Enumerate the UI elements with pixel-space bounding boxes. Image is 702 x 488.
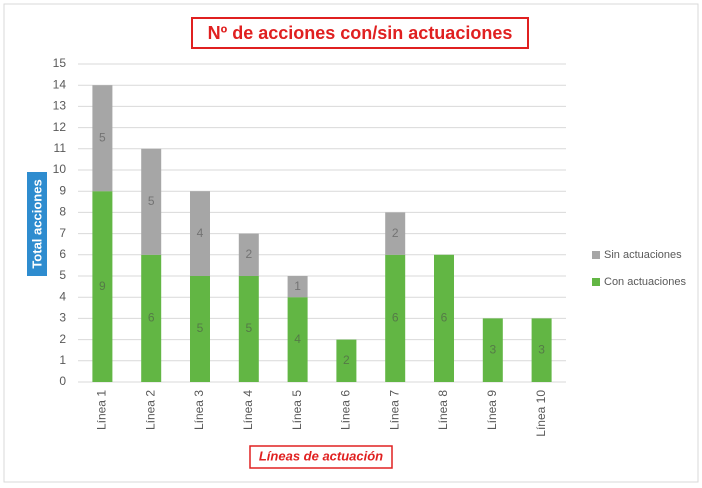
- y-tick-label: 6: [59, 247, 66, 261]
- data-label: 2: [245, 247, 252, 261]
- legend-label: Sin actuaciones: [604, 249, 682, 261]
- y-tick-label: 0: [59, 374, 66, 388]
- bar-segment: [385, 254, 406, 382]
- bar-segment: [238, 276, 259, 382]
- y-label-group: Total acciones: [27, 172, 47, 276]
- data-label: 1: [294, 279, 301, 293]
- y-axis-label: Total acciones: [29, 179, 44, 268]
- y-tick-label: 9: [59, 183, 66, 197]
- data-label: 2: [392, 226, 399, 240]
- legend-swatch: [592, 278, 600, 286]
- chart-frame: [3, 3, 699, 483]
- y-tick-label: 5: [59, 268, 66, 282]
- data-label: 5: [148, 194, 155, 208]
- y-tick-label: 7: [59, 226, 66, 240]
- bar-segment: [190, 276, 210, 382]
- bar-segment: [336, 339, 357, 382]
- data-label: 4: [294, 332, 301, 346]
- x-tick-label: Línea 1: [95, 390, 109, 430]
- bar-segment: [141, 148, 162, 255]
- x-axis-label: Líneas de actuación: [259, 448, 383, 463]
- bar-segment: [92, 85, 113, 192]
- data-label: 5: [197, 321, 204, 335]
- bar-segment: [238, 233, 259, 276]
- bar-segment: [92, 191, 113, 382]
- bar-segment: [385, 212, 406, 255]
- x-tick-label: Línea 5: [290, 390, 304, 430]
- y-tick-label: 3: [59, 311, 66, 325]
- x-label-box: [249, 445, 393, 469]
- bar-segment: [287, 297, 308, 382]
- data-label: 6: [441, 311, 448, 325]
- y-tick-label: 13: [53, 99, 67, 113]
- y-tick-label: 4: [59, 289, 66, 303]
- x-tick-label: Línea 8: [436, 390, 450, 430]
- bar-segment: [531, 318, 552, 382]
- y-tick-label: 15: [53, 56, 67, 70]
- legend-swatch: [592, 251, 600, 259]
- y-tick-label: 12: [53, 120, 67, 134]
- data-label: 9: [99, 279, 106, 293]
- y-tick-label: 2: [59, 332, 66, 346]
- y-tick-label: 14: [53, 77, 67, 91]
- bar-segment: [141, 254, 162, 382]
- data-label: 3: [538, 342, 545, 356]
- title-box: [191, 17, 529, 49]
- x-tick-label: Línea 9: [485, 390, 499, 430]
- x-tick-label: Línea 6: [339, 390, 353, 430]
- x-tick-label: Línea 10: [534, 390, 548, 437]
- data-label: 6: [148, 311, 155, 325]
- x-tick-label: Línea 7: [387, 390, 401, 430]
- x-tick-label: Línea 2: [143, 390, 157, 430]
- bar-segment: [482, 318, 503, 382]
- data-label: 6: [392, 311, 399, 325]
- y-tick-label: 10: [53, 162, 67, 176]
- y-tick-label: 11: [54, 141, 67, 155]
- legend-label: Con actuaciones: [604, 276, 686, 288]
- y-tick-label: 1: [59, 353, 66, 367]
- data-label: 3: [489, 342, 496, 356]
- y-label-box: [27, 172, 47, 276]
- bar-segment: [434, 254, 454, 382]
- x-tick-label: Línea 3: [192, 390, 206, 430]
- bar-segment: [190, 191, 210, 276]
- y-tick-label: 8: [59, 205, 66, 219]
- data-label: 4: [197, 226, 204, 240]
- chart-title: Nº de acciones con/sin actuaciones: [208, 23, 513, 43]
- bar-segment: [287, 276, 308, 298]
- data-label: 5: [99, 130, 106, 144]
- data-label: 2: [343, 353, 350, 367]
- data-label: 5: [245, 321, 252, 335]
- x-tick-label: Línea 4: [241, 390, 255, 430]
